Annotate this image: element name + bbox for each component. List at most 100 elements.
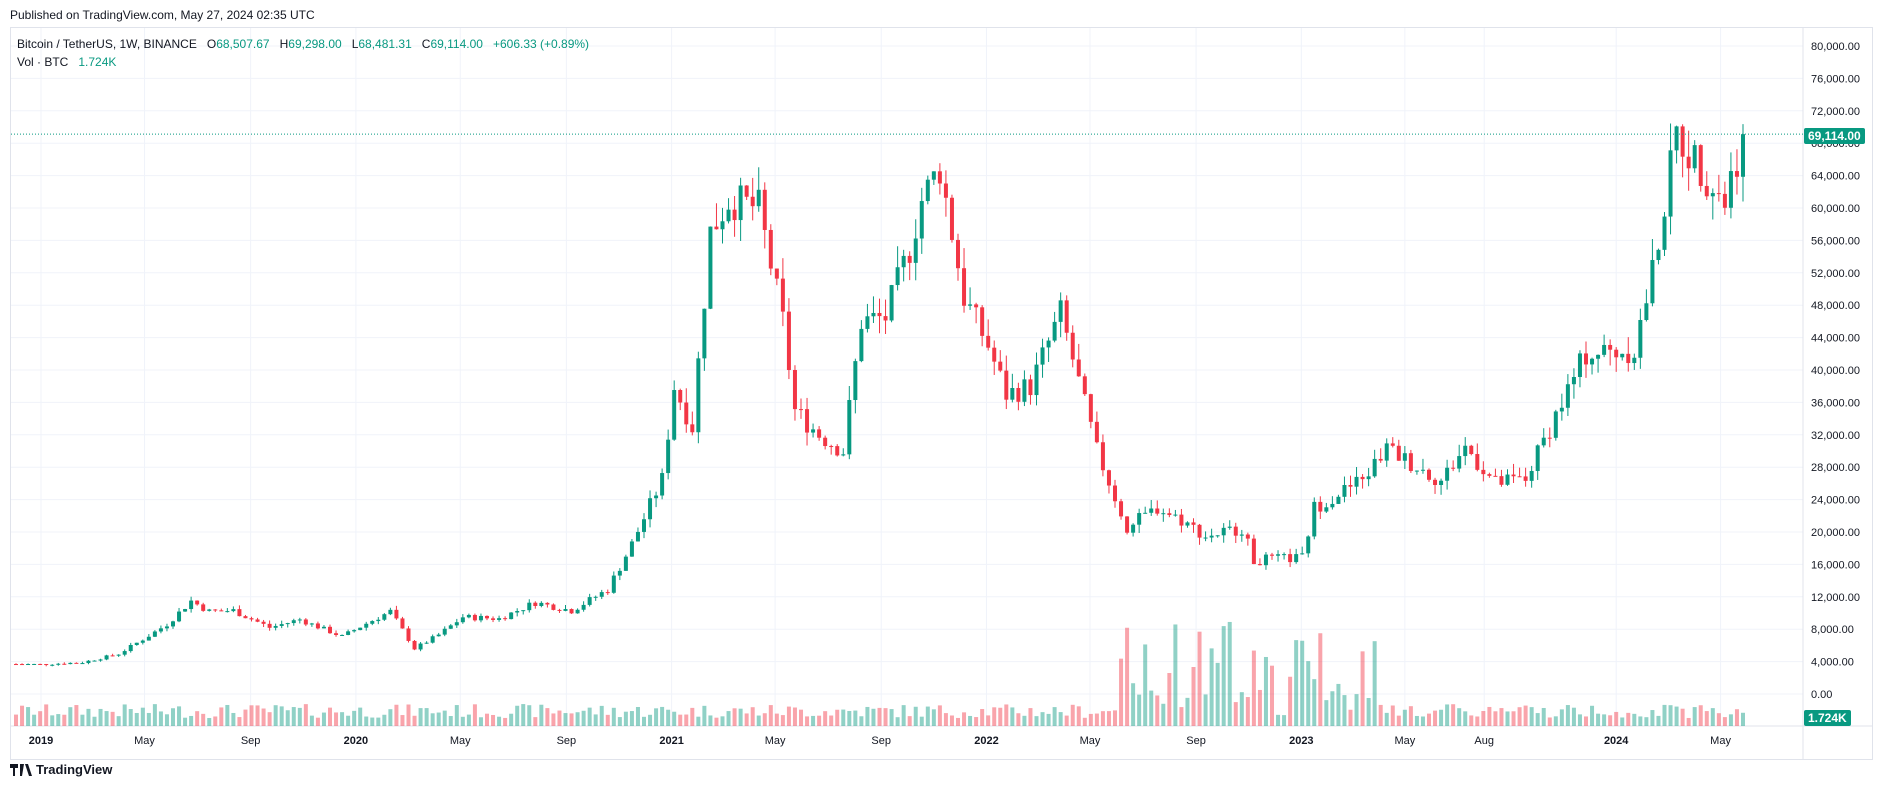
volume-bar (1445, 704, 1450, 726)
candle-body (1215, 535, 1220, 537)
candle-body (527, 602, 532, 611)
candle-body (1650, 260, 1655, 304)
candle-body (424, 642, 429, 644)
candle-body (158, 628, 163, 632)
candle-body (1113, 485, 1117, 502)
candle-body (865, 316, 870, 329)
candle-body (581, 604, 586, 610)
volume-bar (32, 714, 37, 726)
candle-body (207, 609, 212, 611)
candle-body (1167, 513, 1172, 515)
open-value: 68,507.67 (216, 37, 270, 51)
candle-body (1076, 359, 1081, 377)
chart-frame[interactable]: 0.00 4,000.00 8,000.00 12,000.00 16,000.00 20… (10, 27, 1873, 760)
candle-body (1408, 453, 1413, 471)
volume-bar (460, 716, 465, 726)
candle-body (1058, 300, 1063, 322)
candle-body (1100, 442, 1105, 471)
candle-body (660, 473, 665, 496)
volume-bar (811, 715, 816, 726)
candle-body (454, 622, 459, 626)
candle-body (1396, 445, 1401, 461)
volume-bar (1173, 624, 1178, 726)
y-tick-label: 80,000.00 (1811, 41, 1860, 53)
candle-body (720, 221, 725, 230)
candle-body (1106, 470, 1111, 486)
candle-body (412, 640, 417, 650)
volume-bar (1565, 705, 1570, 726)
volume-bar (110, 711, 115, 726)
volume-bar (140, 707, 145, 726)
tradingview-logo[interactable]: TradingView (10, 762, 112, 777)
candle-body (1505, 474, 1510, 485)
candle-body (1034, 364, 1039, 396)
y-tick-label: 56,000.00 (1811, 235, 1860, 247)
volume-bar (56, 714, 61, 726)
candle-body (992, 347, 997, 362)
candle-body (1584, 353, 1588, 365)
candle-body (406, 628, 411, 641)
volume-bar (1113, 710, 1117, 726)
volume-bar (1143, 644, 1148, 726)
candle-body (62, 663, 67, 665)
candle-body (642, 519, 646, 532)
candle-body (895, 267, 900, 286)
volume-bar (1300, 640, 1305, 726)
candle-body (1704, 185, 1709, 197)
volume-bar (1251, 650, 1256, 726)
volume-bar (847, 710, 852, 726)
volume-bar (1475, 716, 1480, 726)
volume-bar (219, 707, 224, 726)
symbol-label[interactable]: Bitcoin / TetherUS, 1W, BINANCE (17, 37, 197, 51)
candle-body (1638, 319, 1643, 358)
volume-bar (974, 717, 979, 726)
volume-bar (1360, 651, 1365, 726)
volume-bar (521, 704, 526, 726)
candle-body (1257, 564, 1262, 566)
volume-bar (448, 716, 453, 726)
price-chart[interactable]: 0.00 4,000.00 8,000.00 12,000.00 16,000.00 20… (11, 28, 1872, 759)
volume-bar (328, 707, 332, 726)
volume-bar (515, 705, 520, 726)
volume-bar (189, 715, 194, 726)
candle-body (696, 358, 701, 433)
candle-body (1427, 469, 1431, 480)
volume-label[interactable]: Vol · BTC (17, 55, 69, 69)
volume-bar (768, 705, 773, 726)
volume-bar (732, 708, 737, 726)
high-label: H (279, 37, 289, 51)
candle-body (92, 660, 97, 662)
volume-bar (569, 713, 574, 726)
volume-bar (1620, 717, 1625, 726)
candle-body (913, 238, 918, 263)
candle-body (171, 621, 175, 627)
candle-body (768, 229, 773, 269)
candle-body (237, 609, 242, 617)
volume-bar (1704, 711, 1709, 726)
candle-body (635, 531, 640, 542)
candle-body (726, 209, 731, 222)
volume-bar (1185, 697, 1190, 726)
high-value: 69,298.00 (288, 37, 342, 51)
candle-body (515, 611, 520, 613)
volume-bar (1010, 707, 1015, 726)
candle-body (1710, 193, 1715, 197)
volume-bar (1408, 706, 1413, 726)
volume-bar (152, 704, 157, 726)
candle-body (1553, 411, 1558, 438)
candle-body (786, 311, 791, 371)
volume-bar (164, 714, 169, 726)
candle-body (376, 619, 381, 622)
volume-bar (1282, 715, 1287, 726)
volume-bar (750, 707, 755, 726)
volume-bar (1481, 711, 1486, 726)
candle-body (134, 642, 139, 645)
candle-body (738, 185, 743, 221)
volume-bar (255, 705, 260, 726)
candle-body (430, 636, 435, 643)
volume-bar (1227, 621, 1232, 726)
volume-bar (1257, 689, 1262, 726)
candle-body (1239, 534, 1244, 536)
volume-bar (1016, 713, 1021, 726)
candle-body (889, 285, 894, 321)
